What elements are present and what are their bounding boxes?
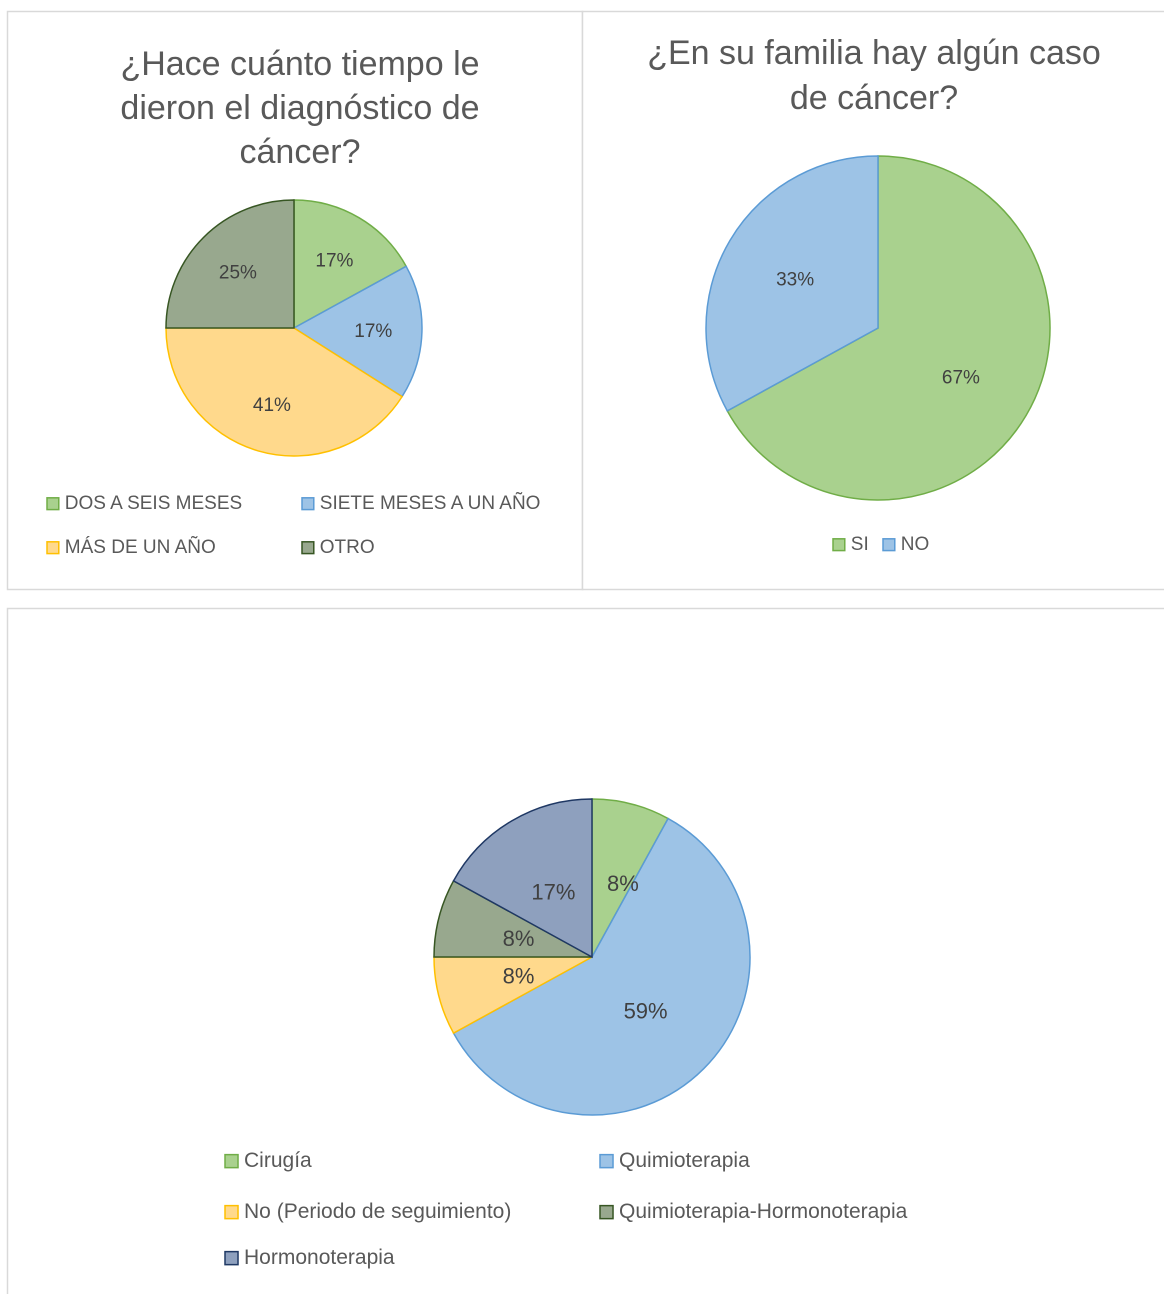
pie-slice-siete-meses-a-un-ano — [292, 265, 423, 398]
legend-label-si: SI — [851, 534, 869, 555]
legend-swatch-cirugia — [224, 1153, 239, 1169]
legend-label-quimioterapia-hormonoterapia: Quimioterapia-Hormonoterapia — [619, 1200, 908, 1223]
data-label-no-periodo-de-seguimiento: 8% — [503, 964, 535, 989]
pie-chart-family-cancer: ¿En su familia hay algún caso de cáncer? 6… — [647, 34, 1101, 555]
pie-slice-si — [726, 155, 1051, 501]
data-label-hormonoterapia: 17% — [531, 879, 575, 904]
legend-swatch-hormonoterapia — [224, 1250, 239, 1266]
chart-title: ¿Hace cuánto tiempo le dieron el diagnóst… — [120, 45, 479, 171]
legend-label-cirugia: Cirugía — [244, 1149, 312, 1172]
legend-swatch-siete-meses-a-un-ano — [301, 497, 315, 511]
pie-slice-dos-a-seis-meses — [293, 199, 408, 330]
data-label-cirugia: 8% — [607, 871, 639, 896]
data-label-no: 33% — [776, 270, 814, 291]
data-label-quimioterapia: 59% — [624, 998, 668, 1023]
pie-slice-hormonoterapia — [452, 798, 593, 959]
legend-label-no-periodo-de-seguimiento: No (Periodo de seguimiento) — [244, 1200, 511, 1223]
legend-swatch-otro — [301, 541, 315, 555]
legend-swatch-dos-a-seis-meses — [46, 497, 60, 511]
legend-swatch-quimioterapia — [599, 1153, 614, 1169]
legend-label-mas-de-un-ano: MÁS DE UN AÑO — [65, 536, 216, 558]
legend-label-siete-meses-a-un-ano: SIETE MESES A UN AÑO — [320, 492, 541, 514]
chart-title: ¿En su familia hay algún caso de cáncer? — [647, 34, 1101, 117]
legend-label-otro: OTRO — [320, 537, 375, 558]
legend-swatch-si — [832, 538, 846, 552]
pie-chart-diagnosis-time: ¿Hace cuánto tiempo le dieron el diagnóst… — [46, 45, 541, 558]
legend-swatch-quimioterapia-hormonoterapia — [599, 1204, 614, 1220]
pie-slice-mas-de-un-ano — [165, 327, 404, 457]
data-label-si: 67% — [942, 368, 980, 389]
legend-swatch-no-periodo-de-seguimiento — [224, 1204, 239, 1220]
data-label-quimioterapia-hormonoterapia: 8% — [503, 926, 535, 951]
pie-chart-treatment: 8% 59% 8% 8% 17% Cirugía Quimioterapia No (Peri… — [224, 798, 908, 1269]
pie-slice-otro — [165, 199, 295, 329]
legend-label-hormonoterapia: Hormonoterapia — [244, 1246, 395, 1269]
data-label-otro: 25% — [219, 263, 257, 284]
data-label-dos-a-seis-meses: 17% — [315, 250, 353, 271]
legend-swatch-no — [882, 538, 896, 552]
pie-slice-no — [705, 155, 879, 412]
data-label-mas-de-un-ano: 41% — [253, 395, 291, 416]
data-label-siete-meses-a-un-ano: 17% — [354, 321, 392, 342]
legend-label-quimioterapia: Quimioterapia — [619, 1149, 750, 1172]
legend-label-no: NO — [901, 534, 930, 555]
pie-slice-quimioterapia — [452, 817, 751, 1116]
legend-label-dos-a-seis-meses: DOS A SEIS MESES — [65, 493, 242, 514]
legend-swatch-mas-de-un-ano — [46, 541, 60, 555]
